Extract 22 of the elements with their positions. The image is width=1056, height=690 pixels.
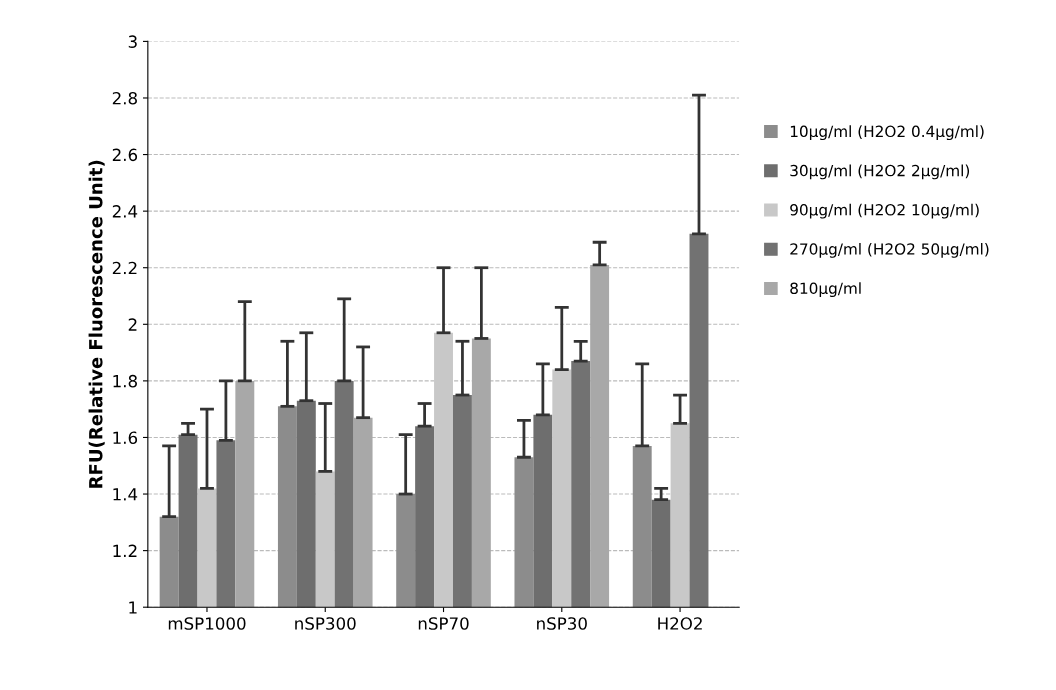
- y-tick-label: 2.6: [112, 148, 138, 162]
- y-tick-label: 2: [128, 318, 137, 331]
- x-tick-label: nSP300: [295, 617, 356, 630]
- y-tick-label: 2.8: [112, 91, 137, 105]
- y-tick-label: 1.4: [113, 488, 138, 501]
- x-tick-label: mSP1000: [168, 617, 246, 630]
- x-tick-label: nSP30: [537, 617, 587, 630]
- y-tick-label: 2.2: [112, 261, 137, 275]
- legend-label: 270μg/ml (H2O2 50μg/ml): [790, 242, 989, 258]
- x-tick-label: nSP70: [418, 617, 469, 630]
- legend-label: 90μg/ml (H2O2 10μg/ml): [790, 203, 979, 219]
- legend-label: 810μg/ml: [790, 282, 861, 297]
- x-tick-label: H2O2: [658, 617, 702, 630]
- y-tick-label: 3: [128, 35, 137, 48]
- legend-label: 30μg/ml (H2O2 2μg/ml): [790, 164, 970, 180]
- y-tick-label: 1.6: [113, 431, 138, 445]
- y-tick-label: 1.8: [113, 374, 137, 388]
- y-axis-title: RFU(Relative Fluorescence Unit): [88, 160, 105, 488]
- y-tick-label: 1: [129, 601, 137, 614]
- y-tick-label: 2.4: [112, 205, 138, 218]
- y-tick-label: 1.2: [113, 544, 137, 557]
- legend-label: 10μg/ml (H2O2 0.4μg/ml): [790, 125, 984, 141]
